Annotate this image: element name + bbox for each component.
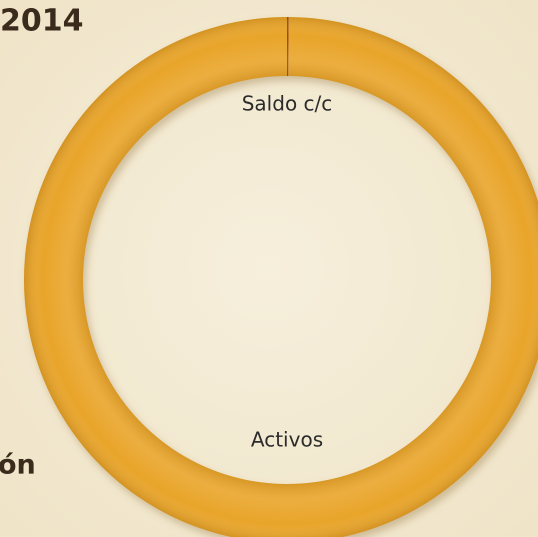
segment-label: Saldo c/c — [242, 92, 333, 116]
segment-label: Activos — [251, 428, 323, 452]
annotation: ón — [0, 450, 36, 481]
chart-title: 2014 — [0, 4, 84, 39]
